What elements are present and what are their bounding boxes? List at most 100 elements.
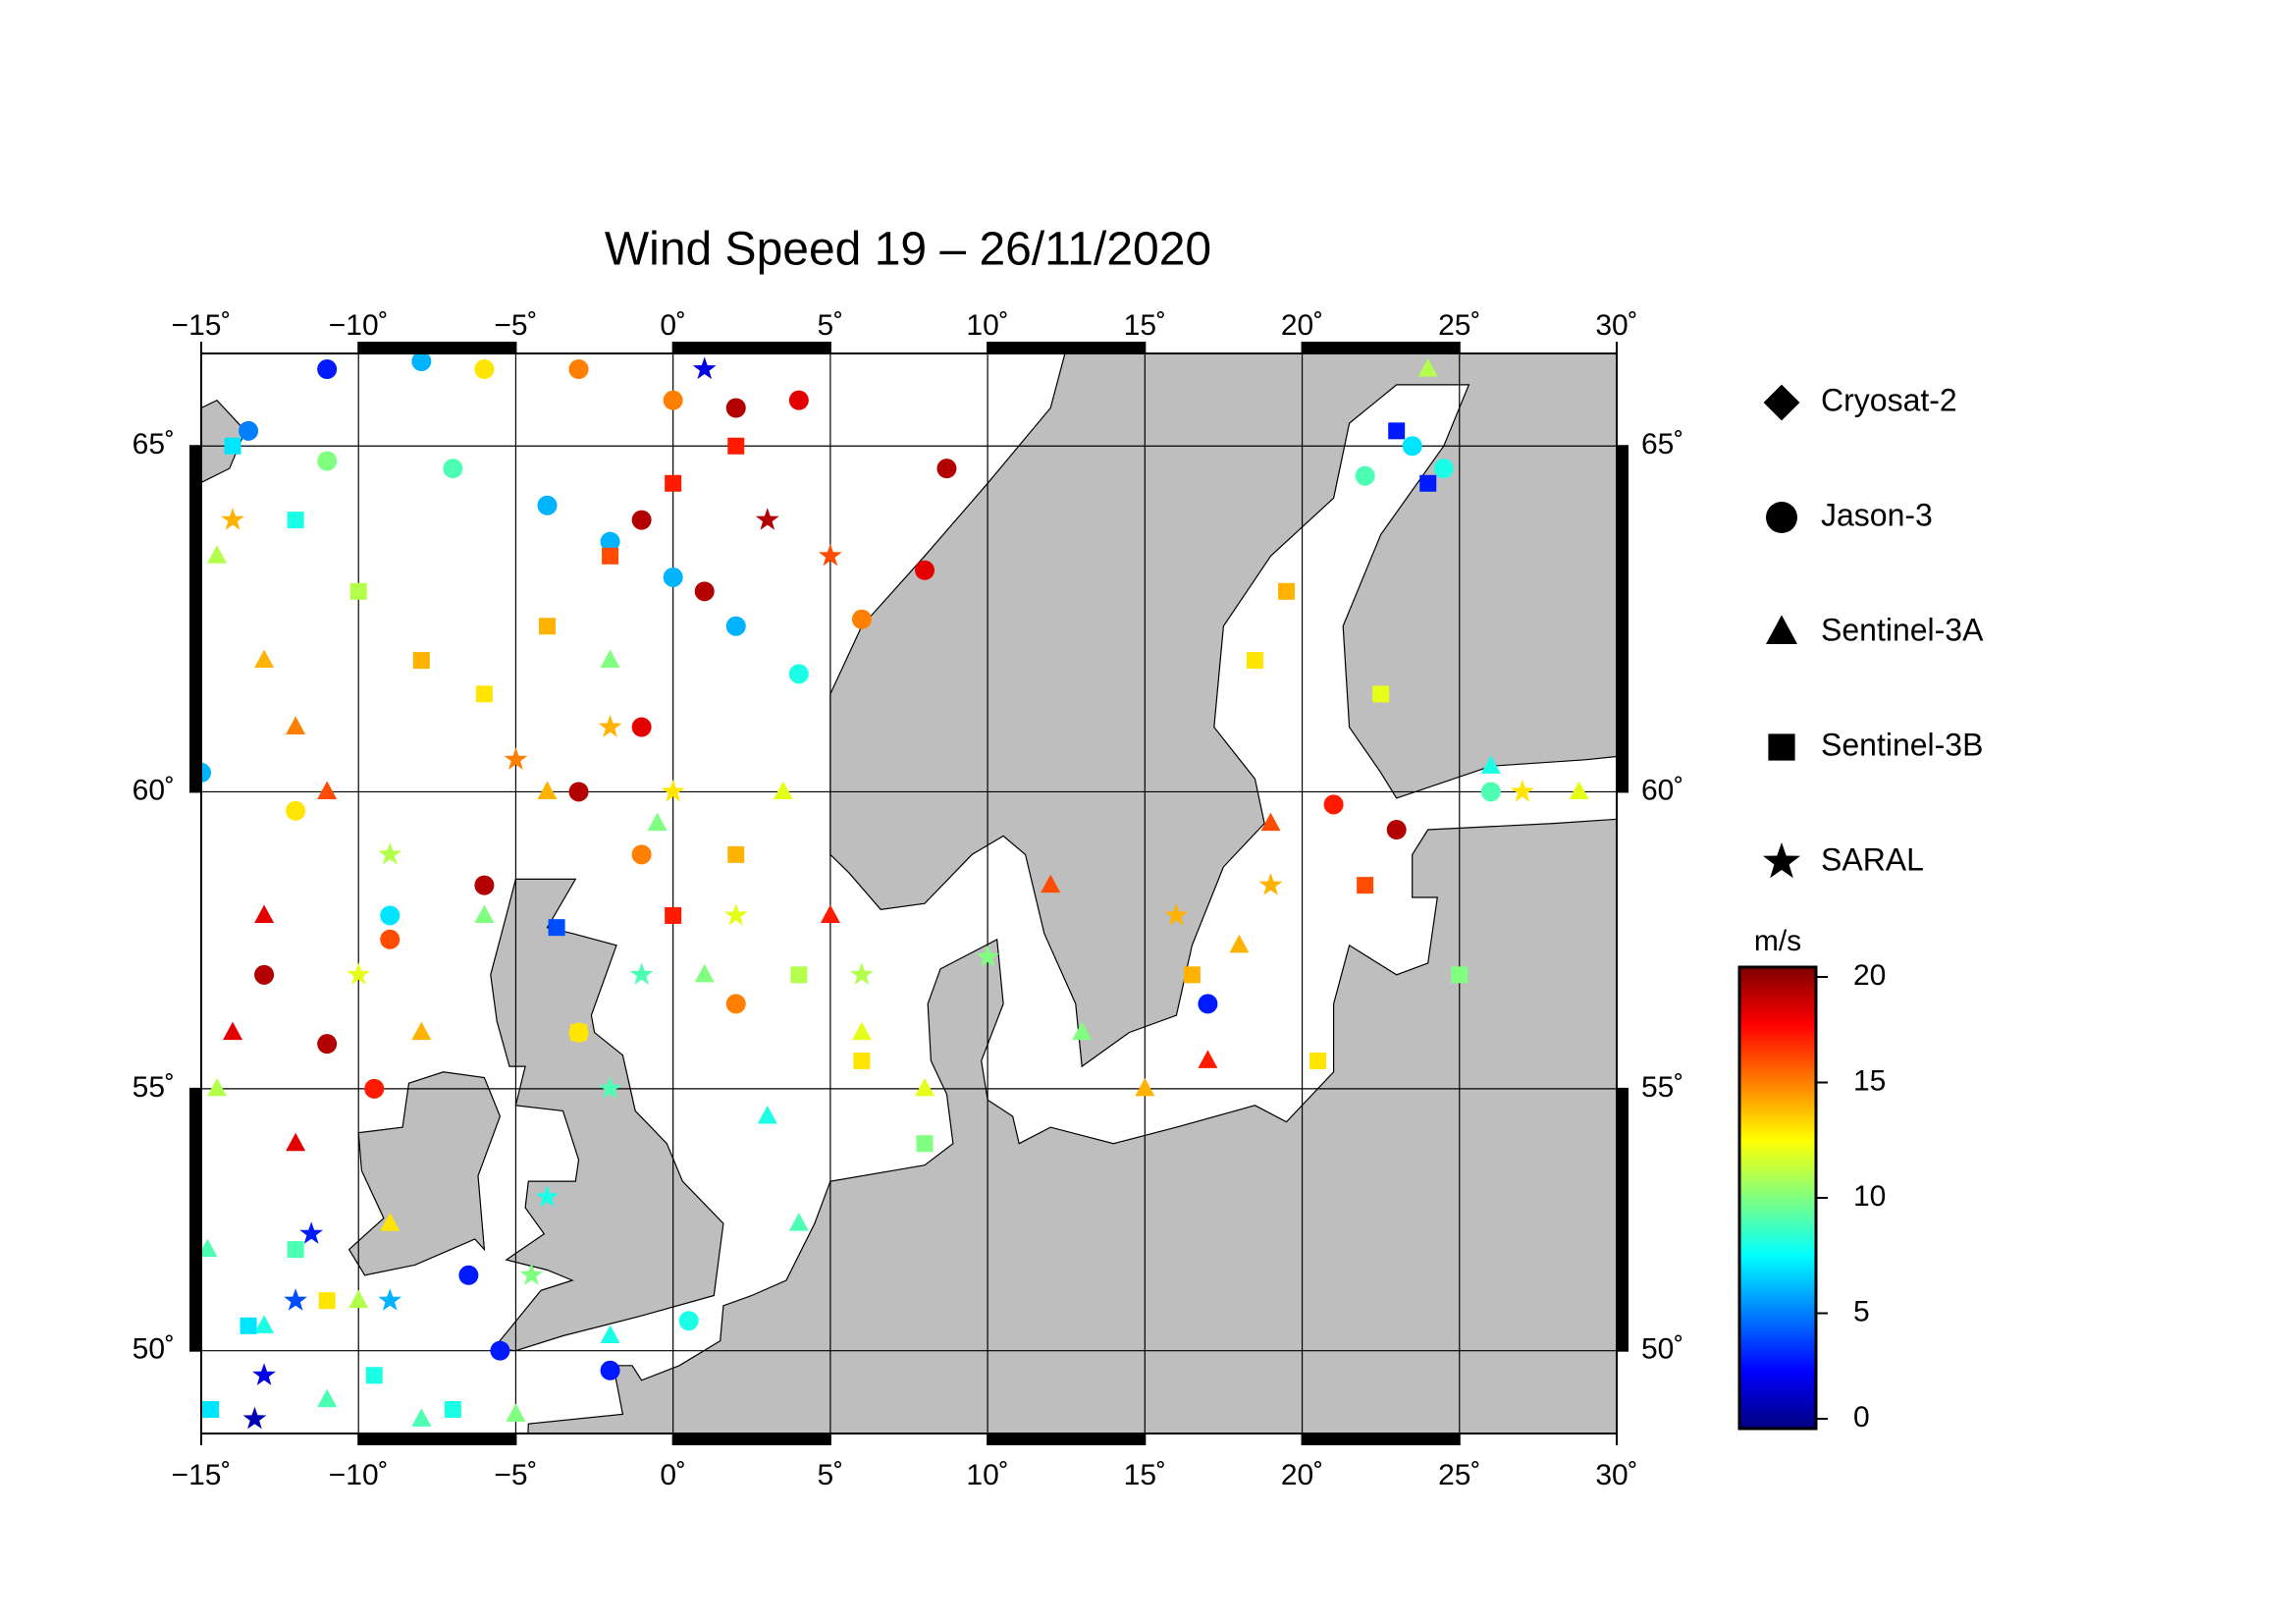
lon-label: −10˚	[329, 309, 389, 342]
marker	[757, 1105, 777, 1124]
lon-label: 30˚	[1595, 1459, 1637, 1491]
marker	[1198, 1050, 1218, 1068]
border-band	[988, 342, 1146, 353]
lon-label: 25˚	[1438, 309, 1480, 342]
marker	[254, 649, 275, 669]
marker	[568, 359, 589, 380]
marker	[474, 875, 495, 895]
marker	[240, 1317, 257, 1334]
marker	[380, 929, 400, 949]
marker	[548, 919, 565, 937]
marker	[286, 800, 306, 821]
marker	[317, 451, 338, 471]
marker	[851, 609, 872, 629]
lat-label: 55˚	[133, 1071, 175, 1104]
marker	[1480, 782, 1501, 802]
marker	[411, 1408, 432, 1427]
border-band	[1302, 342, 1460, 353]
land	[490, 878, 724, 1352]
marker	[1417, 358, 1438, 377]
lat-label: 50˚	[1641, 1333, 1683, 1366]
marker	[1258, 873, 1283, 895]
marker	[661, 779, 685, 802]
marker	[663, 567, 683, 587]
marker	[1246, 652, 1263, 670]
marker	[631, 717, 652, 737]
lon-label: −5˚	[494, 309, 537, 342]
marker	[1402, 436, 1422, 457]
marker	[665, 906, 682, 924]
marker	[537, 495, 558, 515]
border-band	[1302, 1434, 1460, 1445]
marker	[317, 1388, 338, 1408]
lon-label: 5˚	[818, 309, 844, 342]
legend-label: Sentinel-3B	[1821, 727, 1983, 762]
lon-label: 20˚	[1281, 309, 1323, 342]
legend-label: SARAL	[1821, 841, 1924, 877]
marker	[202, 1400, 220, 1418]
marker	[570, 1024, 588, 1042]
marker	[1355, 465, 1375, 486]
legend-marker	[1766, 615, 1797, 644]
lon-label: 15˚	[1124, 309, 1166, 342]
border-band	[189, 446, 201, 792]
map-frame	[200, 352, 1618, 1434]
marker	[317, 1034, 338, 1055]
border-band	[1617, 446, 1629, 792]
marker	[1451, 966, 1468, 984]
lon-label: 10˚	[966, 1459, 1008, 1491]
marker	[1386, 820, 1407, 840]
marker	[790, 966, 808, 984]
marker	[1135, 1077, 1155, 1097]
marker	[317, 781, 338, 799]
marker	[820, 904, 840, 923]
legend-marker	[1766, 502, 1797, 533]
border-band	[358, 342, 516, 353]
marker	[537, 781, 558, 799]
colorbar-label: m/s	[1754, 925, 1801, 957]
marker	[286, 716, 306, 735]
border-band	[358, 1434, 516, 1445]
marker	[725, 616, 746, 636]
marker	[853, 1052, 871, 1069]
marker	[538, 618, 556, 635]
lat-label: 55˚	[1641, 1071, 1683, 1104]
marker	[755, 508, 779, 530]
marker	[506, 1403, 526, 1422]
legend-marker	[1763, 384, 1800, 421]
marker	[598, 715, 622, 737]
land	[829, 353, 1617, 1068]
map-title: Wind Speed 19 – 26/11/2020	[605, 224, 1211, 276]
legend-marker	[1763, 842, 1800, 879]
marker	[378, 1288, 402, 1311]
lon-label: −15˚	[172, 309, 232, 342]
marker	[207, 1077, 228, 1097]
marker	[287, 512, 304, 529]
lat-label: 50˚	[133, 1333, 175, 1366]
marker	[223, 1021, 243, 1041]
marker	[600, 1360, 620, 1380]
marker	[788, 1213, 809, 1231]
marker	[490, 1340, 510, 1361]
marker	[647, 812, 667, 832]
marker	[443, 459, 463, 479]
marker	[317, 359, 338, 380]
marker	[1323, 794, 1344, 815]
land	[527, 818, 1617, 1434]
marker	[727, 845, 745, 863]
marker	[1511, 779, 1534, 802]
marker	[380, 905, 400, 926]
marker	[600, 1325, 620, 1343]
marker	[519, 1263, 544, 1285]
border-band	[672, 342, 830, 353]
colorbar-tick-label: 10	[1853, 1180, 1886, 1213]
marker	[727, 437, 745, 455]
legend-label: Cryosat-2	[1821, 382, 1957, 417]
marker	[224, 437, 241, 455]
legend-marker	[1768, 733, 1795, 761]
marker	[287, 1241, 304, 1259]
colorbar-tick-label: 20	[1853, 959, 1886, 992]
marker	[239, 420, 259, 441]
marker	[444, 1400, 461, 1418]
marker	[221, 508, 244, 530]
